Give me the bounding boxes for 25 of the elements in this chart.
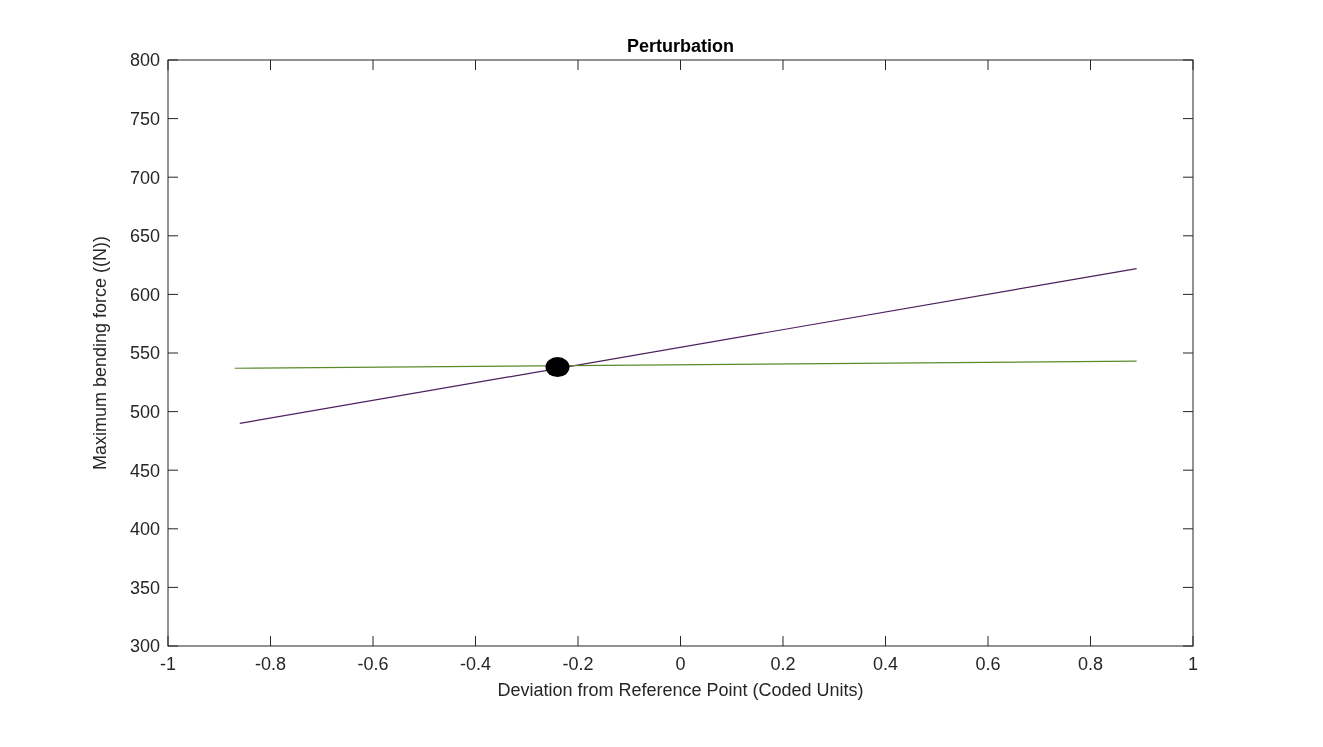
y-tick-label: 400 xyxy=(129,519,160,540)
y-tick-label: 300 xyxy=(129,636,160,657)
chart-title: Perturbation xyxy=(626,36,735,56)
y-axis-title: Maximum bending force ((N)) xyxy=(90,235,110,471)
y-tick-label: 350 xyxy=(129,577,160,598)
x-tick-label: -0.6 xyxy=(357,654,389,674)
y-tick-label: 500 xyxy=(129,401,160,422)
y-tick-label: 550 xyxy=(129,343,160,364)
y-tick-label: 600 xyxy=(129,284,160,305)
x-axis-title: Deviation from Reference Point (Coded Units) xyxy=(497,680,864,700)
x-tick-label: 0.6 xyxy=(975,654,1001,674)
y-tick-label: 700 xyxy=(129,167,160,188)
x-tick-label: -0.2 xyxy=(562,654,594,674)
y-tick-label: 750 xyxy=(129,108,160,129)
x-tick-label: 0.4 xyxy=(872,654,899,674)
x-tick-label: 0 xyxy=(675,654,686,674)
x-tick-label: -0.4 xyxy=(459,654,492,674)
x-tick-label: -1 xyxy=(159,654,177,674)
x-tick-label: 0.2 xyxy=(770,654,796,674)
x-tick-label: 0.8 xyxy=(1077,654,1104,674)
x-tick-label: 1 xyxy=(1187,654,1199,674)
y-tick-label: 800 xyxy=(129,50,160,71)
x-tick-label: -0.8 xyxy=(254,654,287,674)
y-tick-label: 650 xyxy=(129,226,160,247)
y-tick-label: 450 xyxy=(129,460,160,481)
